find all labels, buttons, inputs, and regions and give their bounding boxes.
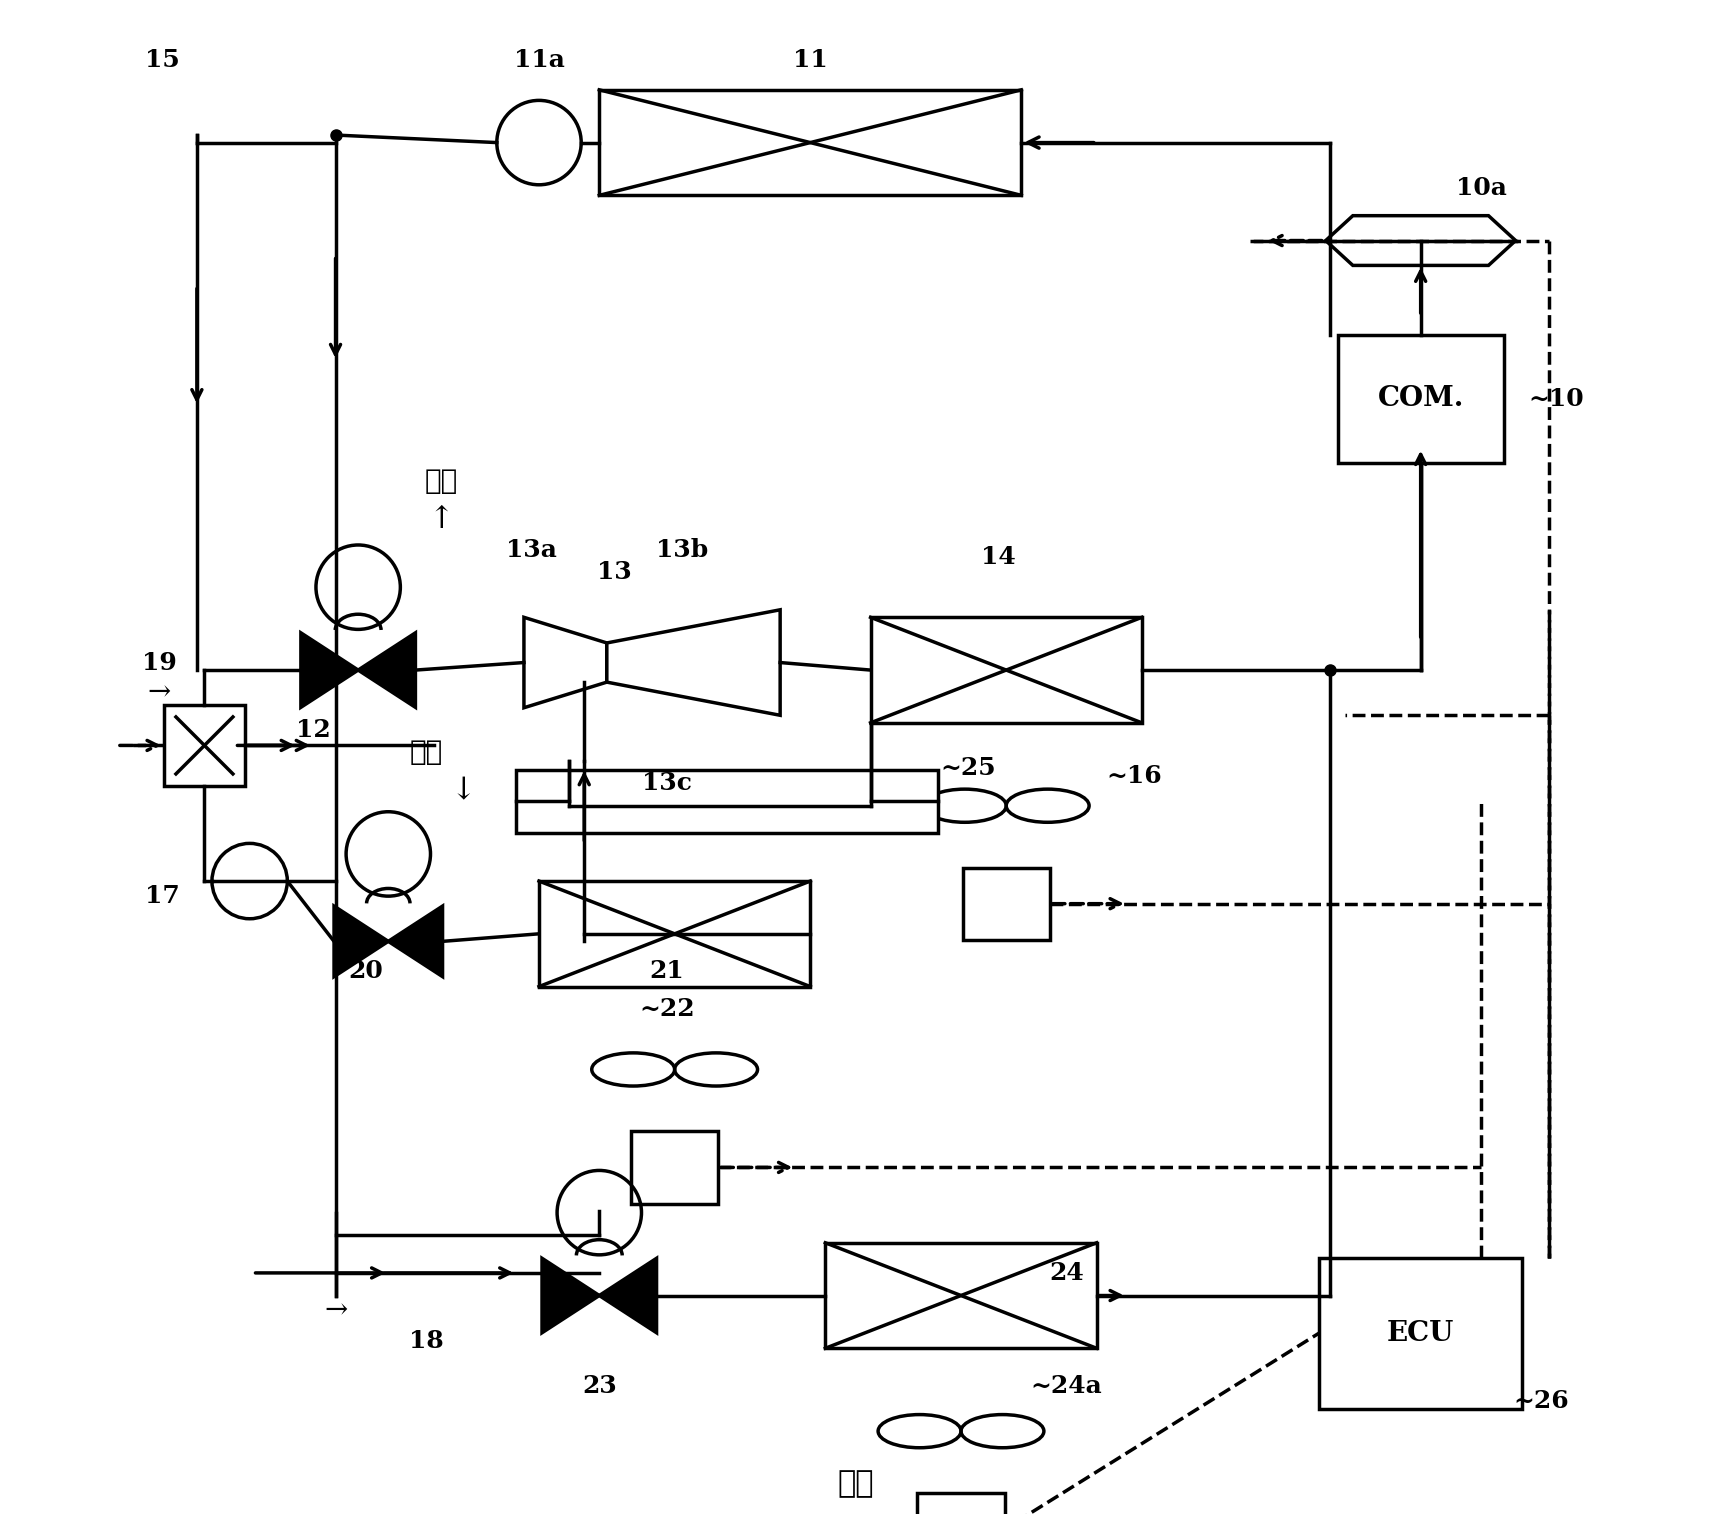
Bar (631, 1132, 719, 1203)
Bar (164, 704, 245, 786)
Text: 24: 24 (1049, 1261, 1083, 1285)
Text: ~26: ~26 (1514, 1389, 1569, 1413)
Polygon shape (607, 610, 780, 715)
Text: 10a: 10a (1456, 176, 1506, 199)
Text: 21: 21 (650, 960, 684, 984)
Text: ~24a: ~24a (1030, 1373, 1102, 1398)
Text: 13b: 13b (655, 537, 708, 561)
Bar (517, 770, 938, 834)
Text: →: → (147, 680, 171, 706)
Polygon shape (542, 1258, 599, 1332)
Bar (539, 881, 811, 987)
Text: 11a: 11a (513, 47, 565, 71)
Text: 23: 23 (582, 1373, 616, 1398)
Polygon shape (334, 907, 388, 976)
Polygon shape (599, 1258, 657, 1332)
Text: ~16: ~16 (1107, 764, 1162, 788)
Polygon shape (388, 907, 443, 976)
Text: 12: 12 (296, 718, 330, 742)
Polygon shape (1326, 216, 1516, 265)
Text: COM.: COM. (1377, 385, 1465, 412)
Text: 20: 20 (349, 960, 383, 984)
Text: 13c: 13c (642, 771, 691, 795)
Bar (963, 867, 1051, 940)
Text: 11: 11 (792, 47, 828, 71)
Text: 17: 17 (145, 884, 180, 908)
Bar (599, 90, 1021, 195)
Text: →: → (323, 1297, 347, 1325)
Text: ↓: ↓ (452, 776, 476, 806)
Text: 13a: 13a (506, 537, 556, 561)
Text: 底部: 底部 (409, 739, 443, 767)
Text: ~10: ~10 (1528, 386, 1584, 411)
Text: 19: 19 (142, 651, 176, 674)
Polygon shape (358, 633, 416, 707)
Text: 18: 18 (409, 1329, 443, 1352)
Polygon shape (524, 618, 607, 707)
Text: 15: 15 (145, 47, 180, 71)
Text: 14: 14 (982, 545, 1016, 569)
Bar (1319, 1258, 1523, 1408)
Bar (871, 618, 1141, 722)
Text: ~25: ~25 (941, 756, 996, 780)
Bar (1338, 335, 1504, 462)
Text: ~22: ~22 (640, 998, 695, 1021)
Text: ↑: ↑ (428, 503, 453, 535)
Text: 顶部: 顶部 (424, 468, 457, 496)
Bar (917, 1494, 1004, 1521)
Text: 图示: 图示 (837, 1468, 874, 1500)
Bar (825, 1243, 1097, 1348)
Polygon shape (301, 633, 358, 707)
Text: ECU: ECU (1388, 1320, 1454, 1346)
Text: 13: 13 (597, 560, 631, 584)
